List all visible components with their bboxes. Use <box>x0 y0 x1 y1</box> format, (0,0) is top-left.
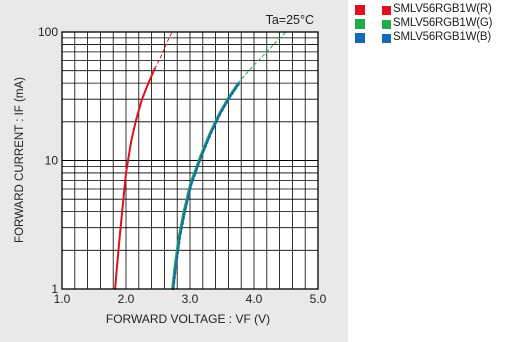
series-layer <box>114 31 287 291</box>
x-tick-label: 1.0 <box>54 292 71 306</box>
x-tick-label: 2.0 <box>118 292 135 306</box>
legend-marker-r <box>382 6 391 15</box>
legend-swatch-r <box>355 5 365 15</box>
grid-lines <box>62 32 318 289</box>
y-tick-label: 10 <box>45 154 59 168</box>
legend-label-g: SMLV56RGB1W(G) <box>393 17 493 29</box>
legend-item-r: SMLV56RGB1W(R) <box>352 3 508 18</box>
x-axis-label: FORWARD VOLTAGE : VF (V) <box>106 312 270 326</box>
chart-svg: 1.0 2.0 3.0 4.0 5.0 1 10 100 Ta=25°C FORWARD V… <box>14 13 327 326</box>
y-tick-label: 1 <box>51 282 58 296</box>
y-tick-labels: 1 10 100 <box>38 25 58 296</box>
legend-item-g: SMLV56RGB1W(G) <box>352 17 508 32</box>
series-line <box>237 31 287 84</box>
legend-label-b: SMLV56RGB1W(B) <box>393 31 491 43</box>
legend-marker-b <box>382 34 391 43</box>
series-line <box>171 82 239 290</box>
legend-item-b: SMLV56RGB1W(B) <box>352 31 508 46</box>
series-line <box>172 81 241 291</box>
legend-label-r: SMLV56RGB1W(R) <box>393 3 492 15</box>
x-tick-label: 3.0 <box>182 292 199 306</box>
legend: SMLV56RGB1W(R) SMLV56RGB1W(G) SMLV56RGB1… <box>352 3 508 46</box>
x-tick-label: 4.0 <box>246 292 263 306</box>
x-tick-labels: 1.0 2.0 3.0 4.0 5.0 <box>54 292 327 306</box>
series-line <box>154 31 173 69</box>
legend-swatch-g <box>355 19 365 29</box>
annotation-temperature: Ta=25°C <box>266 13 314 27</box>
legend-marker-g <box>382 20 391 29</box>
x-tick-label: 5.0 <box>310 292 327 306</box>
legend-swatch-b <box>355 33 365 43</box>
plot-frame <box>61 31 319 290</box>
y-axis-label: FORWARD CURRENT : IF (mA) <box>14 77 26 243</box>
series-line <box>114 67 156 290</box>
y-tick-label: 100 <box>38 25 58 39</box>
